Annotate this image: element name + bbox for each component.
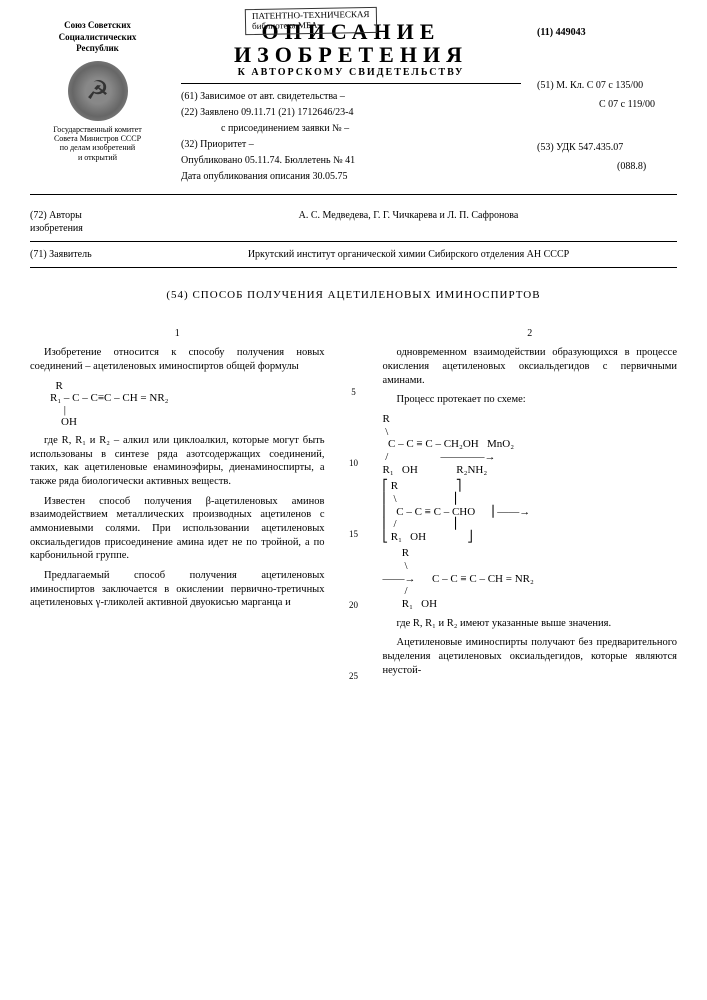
right-column: (11) 449043 (51) М. Кл. С 07 с 135/00 С …: [537, 20, 677, 186]
s3l3: /: [383, 585, 408, 597]
soyuz-l1: Союз Советских: [30, 20, 165, 32]
f51-l2: С 07 с 119/00: [537, 98, 677, 111]
authors-label: (72) Авторы изобретения: [30, 209, 130, 235]
mid-column: ОПИСАНИЕ ИЗОБРЕТЕНИЯ К АВТОРСКОМУ СВИДЕТ…: [175, 20, 527, 186]
soyuz-text: Союз Советских Социалистических Республи…: [30, 20, 165, 55]
s3l4: R₁ OH: [383, 598, 438, 610]
col1-number: 1: [30, 327, 325, 340]
col1-p2: где R, R₁ и R₂ – алкил или циклоалкил, к…: [30, 434, 325, 489]
applicant-row: (71) Заявитель Иркутский институт органи…: [30, 242, 677, 268]
field-22-21: (22) Заявлено 09.11.71 (21) 1712646/23-4: [181, 106, 521, 119]
soyuz-l3: Республик: [30, 43, 165, 55]
s2l4: ⎣ R₁ OH ⎦: [383, 531, 473, 543]
field-22-sub: с присоединением заявки № –: [181, 122, 521, 135]
s1l2: C – C ≡ C – CH₂OH MnO₂: [383, 438, 515, 450]
ln25: 25: [347, 671, 361, 683]
f53-l1: (53) УДК 547.435.07: [537, 141, 677, 154]
field-pubdate: Дата опубликования описания 30.05.75: [181, 170, 521, 183]
applicant-name: Иркутский институт органической химии Си…: [140, 248, 677, 261]
library-stamp: ПАТЕНТНО-ТЕХНИЧЕСКАЯ библиотека МБА: [245, 7, 377, 35]
committee-l3: по делам изобретений: [30, 143, 165, 152]
f51-l1: (51) М. Кл. С 07 с 135/00: [537, 79, 677, 92]
reaction-scheme-3: R \ ――→ C – C ≡ C – CH = NR₂ / R₁ OH: [383, 547, 678, 610]
col2-p1: одновременном взаимодействии образующихс…: [383, 346, 678, 387]
header-block: Союз Советских Социалистических Республи…: [30, 20, 677, 195]
committee-l1: Государственный комитет: [30, 125, 165, 134]
ln15: 15: [347, 529, 361, 541]
title-l2: ИЗОБРЕТЕНИЯ: [181, 43, 521, 66]
ln5: 5: [347, 387, 361, 399]
col1-p4: Предлагаемый способ получения ацетиленов…: [30, 569, 325, 610]
stamp-line2: библиотека МБА: [252, 20, 370, 32]
line-numbers: 5 10 15 20 25: [347, 327, 361, 683]
authors-row: (72) Авторы изобретения А. С. Медведева,…: [30, 203, 677, 242]
soyuz-l2: Социалистических: [30, 32, 165, 44]
col1-p1: Изобретение относится к способу получени…: [30, 346, 325, 373]
s1l4: R₁ OH R₂NH₂: [383, 464, 488, 476]
body-columns: 1 Изобретение относится к способу получе…: [30, 327, 677, 683]
s3l0: R: [383, 547, 410, 559]
col2-p4: Ацетиленовые иминоспирты получают без пр…: [383, 636, 678, 677]
committee-l4: и открытий: [30, 153, 165, 162]
ln10: 10: [347, 458, 361, 470]
invention-title: (54) СПОСОБ ПОЛУЧЕНИЯ АЦЕТИЛЕНОВЫХ ИМИНО…: [30, 288, 677, 302]
filing-fields: (61) Зависимое от авт. свидетельства – (…: [181, 90, 521, 183]
formula-l3: OH: [50, 416, 77, 428]
left-column: Союз Советских Социалистических Республи…: [30, 20, 165, 186]
s3l1: \: [383, 560, 408, 572]
committee-l2: Совета Министров СССР: [30, 134, 165, 143]
s2l3: ⎢ / ⎥: [383, 518, 458, 530]
s1l0: R: [383, 413, 390, 425]
field-61: (61) Зависимое от авт. свидетельства –: [181, 90, 521, 103]
ln20: 20: [347, 600, 361, 612]
field-publication: Опубликовано 05.11.74. Бюллетень № 41: [181, 154, 521, 167]
committee-text: Государственный комитет Совета Министров…: [30, 125, 165, 162]
document-subtitle: К АВТОРСКОМУ СВИДЕТЕЛЬСТВУ: [181, 66, 521, 84]
column-2: 2 одновременном взаимодействии образующи…: [383, 327, 678, 683]
s2l0: ⎡ R ⎤: [383, 480, 462, 492]
authors-names: А. С. Медведева, Г. Г. Чичкарева и Л. П.…: [140, 209, 677, 235]
field-11: (11) 449043: [537, 26, 677, 39]
field-53: (53) УДК 547.435.07 (088.8): [537, 141, 677, 173]
f53-l2: (088.8): [537, 160, 677, 173]
s2l1: ⎢ \ ⎥: [383, 493, 458, 505]
formula-l1: R₁ – C – C≡C – CH = NR₂: [50, 392, 169, 404]
formula-l2: |: [50, 404, 66, 416]
ussr-emblem-icon: [68, 61, 128, 121]
col2-p2: Процесс протекает по схеме:: [383, 393, 678, 407]
field-51: (51) М. Кл. С 07 с 135/00 С 07 с 119/00: [537, 79, 677, 111]
reaction-scheme-1: R \ C – C ≡ C – CH₂OH MnO₂ / ――――→ R₁ OH…: [383, 413, 678, 476]
s3l2: ――→ C – C ≡ C – CH = NR₂: [383, 573, 534, 585]
reaction-scheme-2: ⎡ R ⎤ ⎢ \ ⎥ ⎢ C – C ≡ C – CHO ⎥ ――→ ⎢ / …: [383, 480, 678, 543]
s1l1: \: [383, 426, 389, 438]
field-32: (32) Приоритет –: [181, 138, 521, 151]
col1-p3: Известен способ получения β-ацетиленовых…: [30, 495, 325, 563]
column-1: 1 Изобретение относится к способу получе…: [30, 327, 325, 683]
col2-number: 2: [383, 327, 678, 340]
s2l2: ⎢ C – C ≡ C – CHO ⎥ ――→: [383, 506, 531, 518]
general-formula: R R₁ – C – C≡C – CH = NR₂ | OH: [50, 380, 325, 428]
col2-p3: где R, R₁ и R₂ имеют указанные выше знач…: [383, 617, 678, 631]
s1l3: / ――――→: [383, 451, 496, 463]
applicant-label: (71) Заявитель: [30, 248, 130, 261]
formula-l0: R: [50, 380, 63, 392]
